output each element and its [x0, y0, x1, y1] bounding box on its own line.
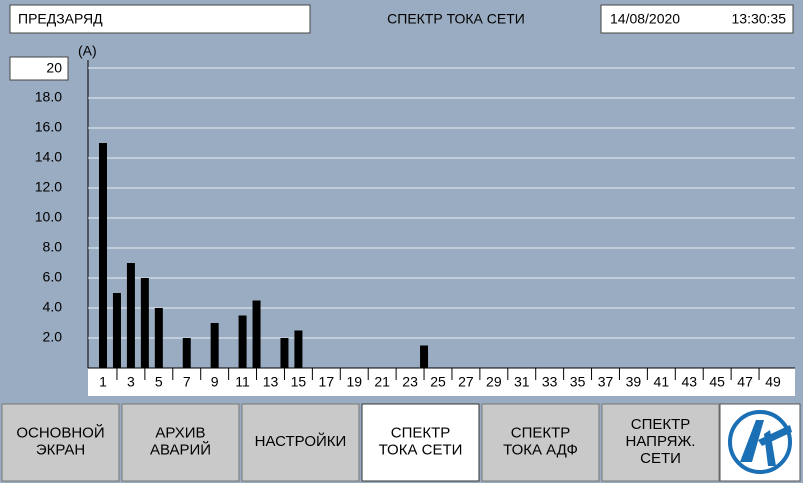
screen-title: СПЕКТР ТОКА СЕТИ: [387, 11, 525, 27]
x-tick-label: 47: [737, 374, 753, 390]
x-tick-label: 23: [402, 374, 418, 390]
x-tick-label: 35: [570, 374, 586, 390]
x-tick-label: 41: [654, 374, 670, 390]
x-tick-label: 15: [291, 374, 307, 390]
x-tick-label: 31: [514, 374, 530, 390]
bar: [182, 338, 191, 368]
x-tick-label: 45: [709, 374, 725, 390]
y-tick-label: 8.0: [43, 239, 63, 255]
x-tick-label: 39: [626, 374, 642, 390]
x-tick-label: 13: [263, 374, 279, 390]
bar: [294, 330, 303, 368]
nav-button-label: СПЕКТР: [631, 416, 691, 433]
nav-button-label: ТОКА АДФ: [503, 441, 578, 458]
date: 14/08/2020: [610, 11, 680, 27]
nav-button-label: АРХИВ: [155, 424, 205, 441]
bar: [280, 338, 289, 368]
y-tick-label: 16.0: [35, 119, 62, 135]
y-tick-label: 12.0: [35, 179, 62, 195]
x-tick-label: 21: [374, 374, 390, 390]
y-axis-label: (A): [78, 43, 97, 59]
nav-button-label: СПЕКТР: [391, 424, 451, 441]
x-tick-label: 3: [127, 374, 135, 390]
y-tick-label: 18.0: [35, 89, 62, 105]
x-axis-strip: [88, 368, 795, 396]
bar: [126, 263, 135, 368]
bar: [210, 323, 219, 368]
status: ПРЕДЗАРЯД: [18, 11, 103, 27]
x-tick-label: 37: [598, 374, 614, 390]
y-tick-label: 10.0: [35, 209, 62, 225]
x-tick-label: 1: [99, 374, 107, 390]
x-tick-label: 17: [319, 374, 335, 390]
nav-button[interactable]: [361, 403, 480, 482]
y-tick-label: 6.0: [43, 269, 63, 285]
bar: [99, 143, 107, 368]
y-tick-label: 2.0: [43, 329, 63, 345]
nav-button[interactable]: [241, 403, 360, 482]
nav-button-label: НАСТРОЙКИ: [255, 432, 347, 450]
x-tick-label: 43: [681, 374, 697, 390]
x-tick-label: 9: [211, 374, 219, 390]
nav-button[interactable]: [1, 403, 120, 482]
nav-button[interactable]: [481, 403, 600, 482]
bar: [420, 345, 429, 368]
bar: [112, 293, 121, 368]
x-tick-label: 11: [235, 374, 250, 390]
x-tick-label: 49: [765, 374, 781, 390]
y-tick-label: 14.0: [35, 149, 62, 165]
y-tick-label: 20: [46, 60, 62, 76]
time: 13:30:35: [732, 11, 787, 27]
x-tick-label: 19: [346, 374, 362, 390]
logo: [719, 403, 801, 482]
x-tick-label: 29: [486, 374, 502, 390]
y-tick-label: 4.0: [43, 299, 63, 315]
status-box: [9, 4, 311, 34]
nav-button-label: АВАРИЙ: [150, 440, 211, 458]
nav-button[interactable]: [601, 403, 720, 482]
nav-button-label: СЕТИ: [640, 450, 681, 467]
bar: [154, 308, 163, 368]
nav-button-label: НАПРЯЖ.: [626, 433, 696, 450]
nav-button-label: СПЕКТР: [511, 424, 571, 441]
nav-button[interactable]: [121, 403, 240, 482]
x-tick-label: 27: [458, 374, 474, 390]
datetime-box: [600, 4, 794, 34]
bar: [140, 278, 149, 368]
x-tick-label: 7: [183, 374, 191, 390]
nav-button-label: ТОКА СЕТИ: [379, 441, 463, 458]
nav-button-label: ЭКРАН: [36, 441, 85, 458]
bar: [252, 300, 261, 368]
bar: [238, 315, 247, 368]
y-max-box: [9, 56, 69, 81]
x-tick-label: 5: [155, 374, 163, 390]
x-tick-label: 33: [542, 374, 558, 390]
x-tick-label: 25: [430, 374, 446, 390]
nav-button-label: ОСНОВНОЙ: [16, 423, 104, 441]
